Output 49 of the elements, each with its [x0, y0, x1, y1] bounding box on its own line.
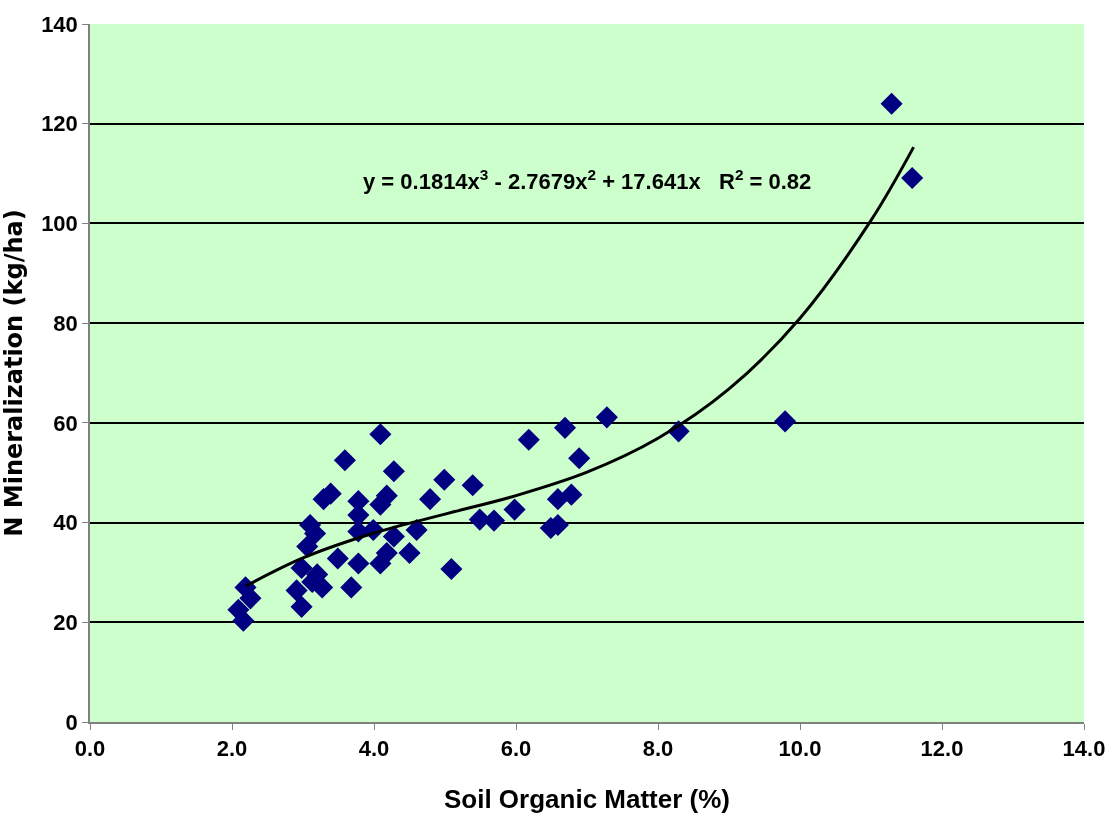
point — [433, 468, 456, 491]
point — [296, 535, 319, 558]
y-tick-label: 100 — [41, 211, 78, 237]
point — [369, 423, 392, 446]
point — [774, 410, 797, 433]
point — [503, 498, 526, 521]
y-tick-label: 0 — [65, 709, 78, 735]
y-tick-label: 40 — [53, 510, 78, 536]
point — [568, 447, 591, 470]
y-tick-label: 140 — [41, 11, 78, 37]
point — [405, 519, 428, 542]
x-tick-label: 0.0 — [74, 736, 106, 762]
point — [290, 556, 313, 579]
point — [375, 541, 398, 565]
x-tick-label: 10.0 — [778, 736, 822, 762]
point — [560, 483, 583, 506]
point — [333, 449, 356, 472]
point — [347, 552, 370, 575]
point — [398, 541, 421, 565]
x-tick-label: 14.0 — [1062, 736, 1106, 762]
x-tick-label: 8.0 — [642, 736, 674, 762]
x-tick-label: 2.0 — [216, 736, 248, 762]
point — [326, 547, 349, 570]
x-axis-title: Soil Organic Matter (%) — [443, 784, 731, 815]
point — [285, 579, 308, 602]
x-tick-label: 6.0 — [500, 736, 532, 762]
point — [239, 587, 262, 610]
point — [440, 557, 463, 580]
point — [382, 460, 405, 483]
x-tick-label: 12.0 — [920, 736, 964, 762]
annotation: y = 0.1814x$^{3}$ - 2.7679x$^{2}$ + 17.641x R$^{2}$ = 0.82 — [363, 166, 812, 195]
y-tick-label: 80 — [53, 310, 78, 336]
point — [375, 484, 398, 507]
point — [553, 416, 577, 439]
point — [382, 525, 405, 548]
y-tick-label: 20 — [53, 609, 78, 635]
point — [461, 474, 484, 497]
point — [290, 595, 313, 618]
point — [340, 576, 363, 599]
point — [517, 428, 540, 451]
point — [419, 488, 442, 511]
point — [901, 167, 924, 190]
y-tick-label: 60 — [53, 410, 78, 436]
y-axis-title: N Mineralization (kg/ha) — [0, 209, 28, 537]
point — [232, 609, 255, 632]
point — [880, 92, 903, 115]
x-tick-label: 4.0 — [358, 736, 390, 762]
y-tick-label: 120 — [41, 111, 78, 137]
point — [595, 406, 618, 429]
